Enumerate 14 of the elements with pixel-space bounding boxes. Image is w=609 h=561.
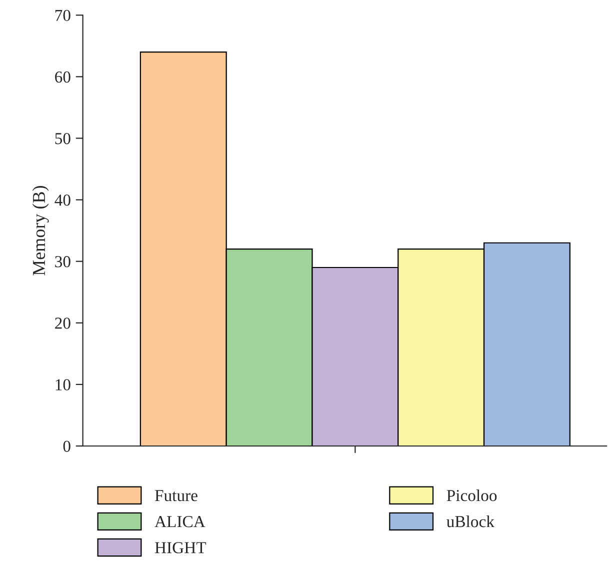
y-axis-title: Memory (B) — [32, 186, 49, 276]
legend-label: uBlock — [446, 515, 494, 528]
y-tick-label: 30 — [55, 256, 70, 268]
legend-label: Future — [154, 490, 198, 502]
legend-label: HIGHT — [154, 542, 206, 554]
y-tick-label: 60 — [55, 71, 70, 83]
y-tick-label: 70 — [55, 10, 70, 22]
legend-label: ALICA — [154, 516, 206, 528]
legend-label: Picoloo — [446, 489, 497, 502]
y-tick-label: 50 — [55, 132, 70, 144]
y-tick-label: 10 — [56, 379, 70, 390]
y-tick-label: 40 — [54, 194, 70, 206]
y-tick-label: 20 — [55, 318, 70, 329]
y-tick-label: 0 — [63, 440, 70, 452]
